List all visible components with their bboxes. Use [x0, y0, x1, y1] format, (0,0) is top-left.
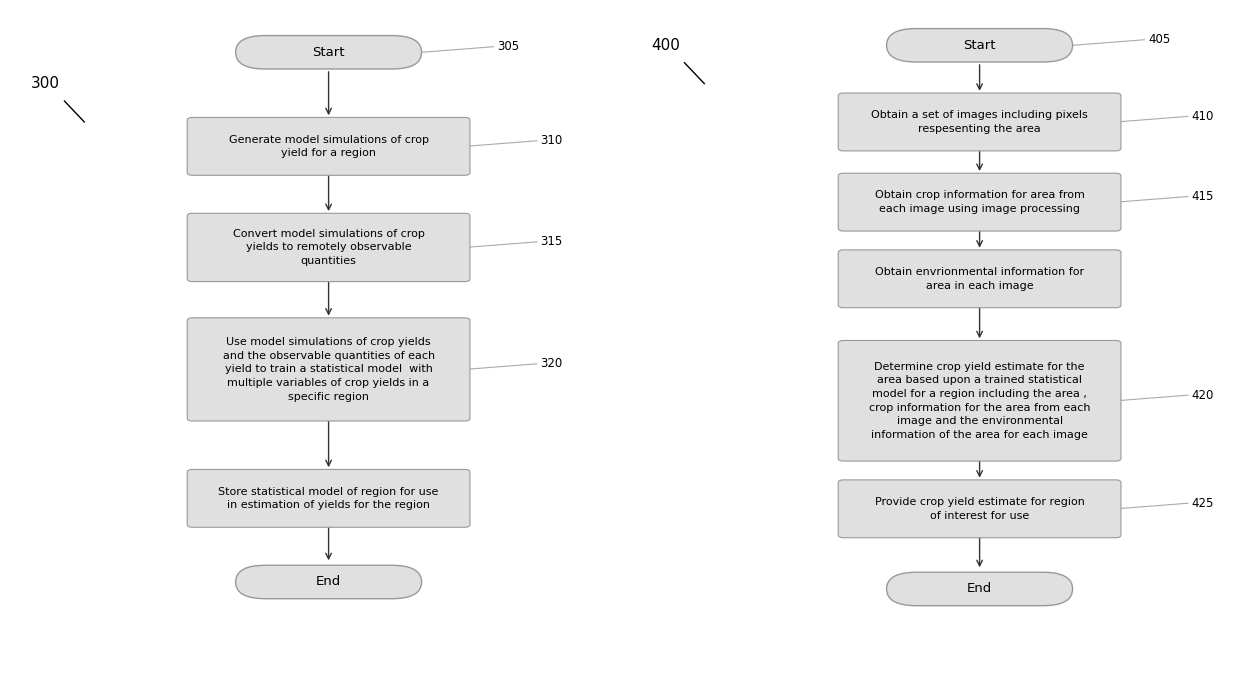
FancyBboxPatch shape — [838, 250, 1121, 308]
FancyBboxPatch shape — [887, 572, 1073, 606]
FancyBboxPatch shape — [838, 174, 1121, 231]
FancyBboxPatch shape — [187, 117, 470, 175]
Text: 415: 415 — [1192, 190, 1214, 203]
Text: Generate model simulations of crop
yield for a region: Generate model simulations of crop yield… — [228, 135, 429, 158]
Text: 310: 310 — [541, 135, 563, 147]
Text: Use model simulations of crop yields
and the observable quantities of each
yield: Use model simulations of crop yields and… — [222, 337, 435, 401]
Text: Obtain envrionmental information for
area in each image: Obtain envrionmental information for are… — [875, 267, 1084, 291]
Text: Convert model simulations of crop
yields to remotely observable
quantities: Convert model simulations of crop yields… — [233, 229, 424, 266]
FancyBboxPatch shape — [187, 318, 470, 421]
Text: End: End — [967, 583, 992, 595]
Text: Provide crop yield estimate for region
of interest for use: Provide crop yield estimate for region o… — [874, 497, 1085, 521]
Text: 410: 410 — [1192, 110, 1214, 123]
Text: 305: 305 — [497, 40, 520, 53]
Text: Store statistical model of region for use
in estimation of yields for the region: Store statistical model of region for us… — [218, 487, 439, 510]
Text: 300: 300 — [31, 76, 60, 91]
Text: 315: 315 — [541, 236, 563, 248]
Text: Determine crop yield estimate for the
area based upon a trained statistical
mode: Determine crop yield estimate for the ar… — [869, 362, 1090, 440]
Text: Start: Start — [963, 39, 996, 52]
Text: Obtain a set of images including pixels
respesenting the area: Obtain a set of images including pixels … — [872, 110, 1087, 134]
FancyBboxPatch shape — [887, 29, 1073, 62]
FancyBboxPatch shape — [187, 470, 470, 527]
Text: End: End — [316, 576, 341, 588]
Text: Obtain crop information for area from
each image using image processing: Obtain crop information for area from ea… — [874, 190, 1085, 214]
FancyBboxPatch shape — [838, 93, 1121, 151]
Text: 400: 400 — [651, 38, 680, 53]
FancyBboxPatch shape — [838, 480, 1121, 538]
FancyBboxPatch shape — [838, 341, 1121, 461]
Text: 405: 405 — [1148, 33, 1171, 46]
FancyBboxPatch shape — [236, 565, 422, 599]
FancyBboxPatch shape — [187, 213, 470, 282]
Text: 425: 425 — [1192, 497, 1214, 510]
Text: 420: 420 — [1192, 389, 1214, 401]
Text: Start: Start — [312, 46, 345, 59]
FancyBboxPatch shape — [236, 36, 422, 69]
Text: 320: 320 — [541, 358, 563, 370]
